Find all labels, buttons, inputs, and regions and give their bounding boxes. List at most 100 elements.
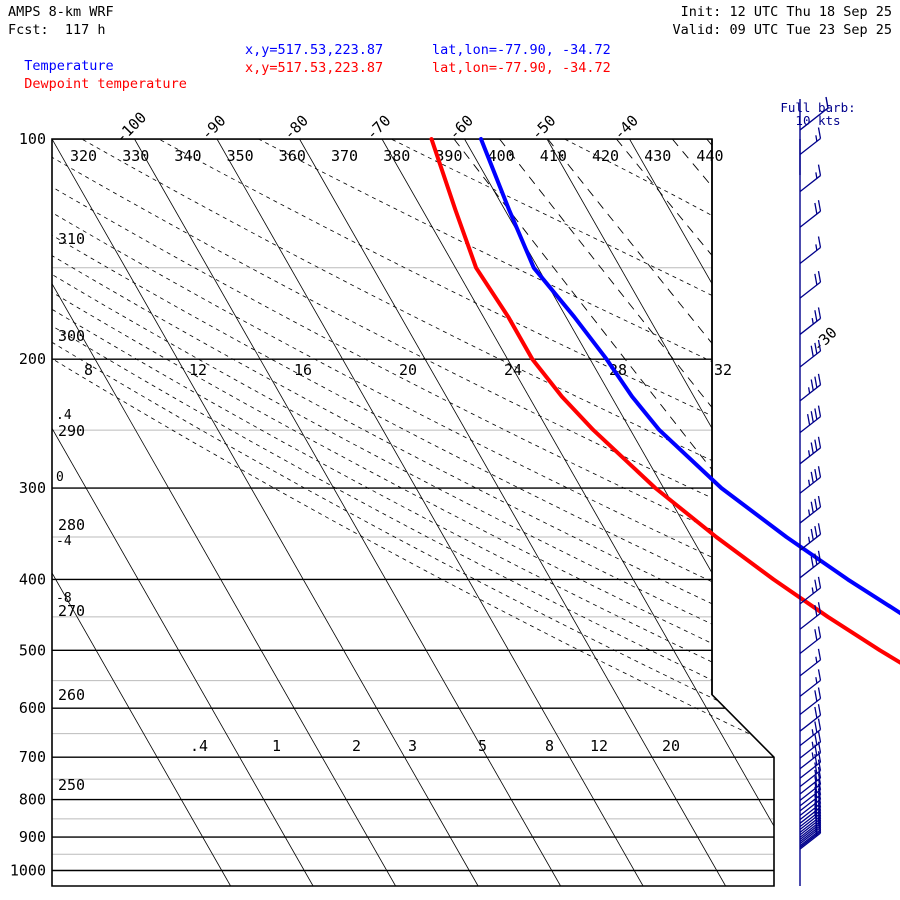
- mixing-ratio-label-700: 3: [408, 737, 417, 755]
- legend-temperature-xy: x,y=517.53,223.87: [245, 42, 384, 58]
- wind-barb: [799, 164, 822, 193]
- mixing-ratio-label-700: 1: [272, 737, 281, 755]
- theta-label-top: 380: [383, 147, 410, 165]
- wind-barb: [799, 792, 822, 821]
- theta-label-top: 320: [70, 147, 97, 165]
- theta-label-top: 400: [488, 147, 515, 165]
- wind-barb: [799, 687, 822, 716]
- legend-dewpoint-latlon: lat,lon=-77.90, -34.72: [432, 60, 611, 76]
- wind-barb: [799, 626, 822, 654]
- wind-barb: [799, 436, 822, 465]
- legend-temperature-latlon: lat,lon=-77.90, -34.72: [432, 42, 611, 58]
- wind-barb: [799, 766, 822, 795]
- wind-barb: [799, 822, 822, 850]
- theta-label-left: 300: [58, 327, 85, 345]
- wind-barb: [799, 648, 822, 677]
- wind-barb: [799, 466, 822, 494]
- theta-label-left: 260: [58, 686, 85, 704]
- isotherm-label-top: -100: [112, 108, 150, 146]
- wind-barb: [799, 759, 822, 788]
- wind-barb: [799, 495, 822, 524]
- legend-temperature: Temperature: [8, 42, 114, 74]
- pressure-tick-label: 500: [19, 641, 46, 659]
- wind-barb-legend-line1: Full barb:: [780, 100, 856, 115]
- frame-layer: [51, 138, 775, 887]
- mixing-ratio-label-700: .4: [190, 737, 208, 755]
- theta-label-top: 360: [279, 147, 306, 165]
- pressure-tick-label: 200: [19, 350, 46, 368]
- mixing-ratio-label-200: 24: [504, 361, 522, 379]
- legend-dewpoint: Dewpoint temperature: [8, 60, 187, 92]
- dewpoint-profile-line: [429, 137, 900, 665]
- wind-barb: [799, 523, 822, 551]
- legend-temperature-label: Temperature: [24, 58, 114, 74]
- wind-barb: [799, 741, 822, 770]
- valid-time: Valid: 09 UTC Tue 23 Sep 25: [672, 22, 892, 38]
- wind-barb: [799, 602, 822, 630]
- wind-barb: [799, 373, 822, 402]
- wind-barb: [799, 339, 822, 368]
- theta-label-left: 250: [58, 776, 85, 794]
- mixing-ratio-label-200: 16: [294, 361, 312, 379]
- wind-barb: [799, 778, 822, 807]
- init-time: Init: 12 UTC Thu 18 Sep 25: [680, 4, 892, 20]
- wind-barb: [799, 669, 822, 697]
- isotherm-label-right: -30: [809, 323, 841, 355]
- theta-label-top: 410: [540, 147, 567, 165]
- mixing-ratio-label-200: 12: [189, 361, 207, 379]
- theta-label-left: 290: [58, 422, 85, 440]
- misc-left-label: -4: [56, 534, 72, 549]
- theta-label-left: 310: [58, 230, 85, 248]
- theta-label-top: 370: [331, 147, 358, 165]
- wind-barb: [799, 730, 822, 759]
- wind-barb: [799, 200, 822, 228]
- wind-barb-layer: [799, 96, 829, 886]
- misc-left-label: -8: [56, 591, 72, 606]
- pressure-tick-label: 600: [19, 699, 46, 717]
- wind-barb: [799, 718, 822, 747]
- pressure-tick-label: 100: [19, 130, 46, 148]
- pressure-tick-label: 700: [19, 748, 46, 766]
- mixing-ratio-label-200: 32: [714, 361, 732, 379]
- misc-left-label: .4: [56, 408, 72, 423]
- grid-layer: [52, 139, 774, 886]
- mixing-ratio-label-200: 28: [609, 361, 627, 379]
- mixing-ratio-label-700: 8: [545, 737, 554, 755]
- theta-label-top: 350: [227, 147, 254, 165]
- legend-dewpoint-xy: x,y=517.53,223.87: [245, 60, 384, 76]
- wind-barb-legend-sample: [799, 96, 829, 175]
- pressure-tick-label: 1000: [10, 862, 46, 880]
- theta-label-top: 390: [435, 147, 462, 165]
- theta-label-left: 270: [58, 602, 85, 620]
- wind-barb: [799, 405, 822, 434]
- wind-barb: [799, 788, 822, 817]
- wind-barb: [799, 307, 822, 335]
- theta-label-top: 340: [174, 147, 201, 165]
- pressure-tick-label: 800: [19, 791, 46, 809]
- wind-barb: [799, 576, 822, 605]
- mixing-ratio-label-700: 20: [662, 737, 680, 755]
- pressure-tick-label: 900: [19, 828, 46, 846]
- wind-barb-legend: Full barb: 10 kts: [773, 101, 863, 127]
- theta-label-top: 440: [696, 147, 723, 165]
- pressure-tick-label: 300: [19, 479, 46, 497]
- profile-layer: [429, 137, 900, 665]
- wind-barb: [799, 704, 822, 732]
- wind-barb: [799, 773, 822, 801]
- misc-left-label: 0: [56, 470, 64, 485]
- model-title: AMPS 8-km WRF: [8, 4, 114, 20]
- theta-label-top: 330: [122, 147, 149, 165]
- theta-label-top: 430: [644, 147, 671, 165]
- mixing-ratio-label-700: 12: [590, 737, 608, 755]
- temperature-profile-line: [479, 137, 900, 616]
- mixing-ratio-label-700: 2: [352, 737, 361, 755]
- wind-barb-legend-line2: 10 kts: [795, 113, 841, 128]
- wind-barb: [799, 550, 822, 579]
- wind-barb: [799, 270, 822, 299]
- pressure-tick-label: 400: [19, 570, 46, 588]
- wind-barb: [799, 783, 822, 812]
- mixing-ratio-label-200: 20: [399, 361, 417, 379]
- legend-dewpoint-label: Dewpoint temperature: [24, 76, 187, 92]
